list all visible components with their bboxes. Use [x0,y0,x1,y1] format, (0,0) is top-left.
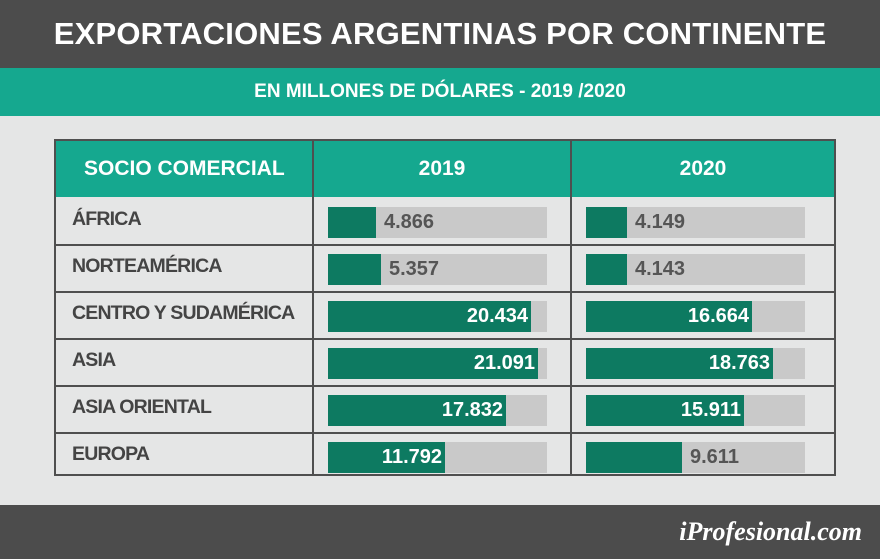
row-divider [56,385,834,387]
category-label: CENTRO Y SUDAMÉRICA [72,302,295,324]
bar-2019 [328,348,538,379]
data-label-2020: 4.143 [635,258,686,280]
bar-2020 [586,395,744,426]
bar-track-2019: 4.866 [328,207,547,238]
category-label: ASIA [72,349,116,371]
data-label-2020: 15.911 [680,399,741,421]
table-header: SOCIO COMERCIAL 2019 2020 [56,141,834,197]
table-row: NORTEAMÉRICA 5.357 4.143 [56,244,834,289]
header-band: EXPORTACIONES ARGENTINAS POR CONTINENTE [0,0,880,68]
header-socio-comercial: SOCIO COMERCIAL [84,157,285,180]
subtitle-band: EN MILLONES DE DÓLARES - 2019 /2020 [0,68,880,116]
bar-2020 [586,348,773,379]
footer-band [0,505,880,559]
bar-track-2020: 9.611 [586,442,805,473]
data-label-2020: 9.611 [690,446,739,468]
data-label-2020: 18.763 [708,352,770,374]
exports-table: SOCIO COMERCIAL 2019 2020 ÁFRICA 4.866 4.1… [54,139,836,476]
row-divider [56,291,834,293]
data-label-2019: 5.357 [389,258,440,280]
header-year-2020: 2020 [679,157,727,180]
bar-track-2019: 20.434 [328,301,547,332]
chart-title: EXPORTACIONES ARGENTINAS POR CONTINENTE [53,16,827,51]
row-divider [56,338,834,340]
bar-track-2019: 11.792 [328,442,547,473]
bar-2020 [586,207,627,238]
column-divider [312,141,314,474]
table-row: ASIA ORIENTAL 17.832 15.911 [56,385,834,430]
bar-track-2020: 4.149 [586,207,805,238]
table-row: CENTRO Y SUDAMÉRICA 20.434 16.664 [56,291,834,336]
category-label: NORTEAMÉRICA [72,255,222,277]
table-row: EUROPA 11.792 9.611 [56,432,834,477]
chart-subtitle: EN MILLONES DE DÓLARES - 2019 /2020 [254,81,626,102]
bar-2020 [586,301,752,332]
bar-2019 [328,442,445,473]
bar-2019 [328,254,381,285]
data-label-2020: 4.149 [635,211,686,233]
column-divider [570,141,572,474]
brand-logo: iProfesional.com [679,517,862,546]
bar-track-2019: 17.832 [328,395,547,426]
category-label: ÁFRICA [72,208,142,230]
bar-track-2020: 16.664 [586,301,805,332]
category-label: ASIA ORIENTAL [72,396,212,418]
bar-2020 [586,254,627,285]
bar-track-2020: 4.143 [586,254,805,285]
data-label-2019: 20.434 [466,305,528,327]
bar-track-2020: 15.911 [586,395,805,426]
bar-2019 [328,301,531,332]
data-label-2019: 17.832 [441,399,503,421]
data-label-2020: 16.664 [687,305,749,327]
bar-track-2019: 21.091 [328,348,547,379]
bar-2019 [328,395,506,426]
row-divider [56,432,834,434]
data-label-2019: 11.792 [381,446,442,468]
data-label-2019: 21.091 [473,352,535,374]
category-label: EUROPA [72,443,150,465]
data-label-2019: 4.866 [384,211,435,233]
bar-track-2020: 18.763 [586,348,805,379]
table-row: ÁFRICA 4.866 4.149 [56,197,834,242]
table-row: ASIA 21.091 18.763 [56,338,834,383]
bar-track-2019: 5.357 [328,254,547,285]
bar-2020 [586,442,682,473]
header-year-2019: 2019 [418,157,466,180]
row-divider [56,244,834,246]
bar-2019 [328,207,376,238]
